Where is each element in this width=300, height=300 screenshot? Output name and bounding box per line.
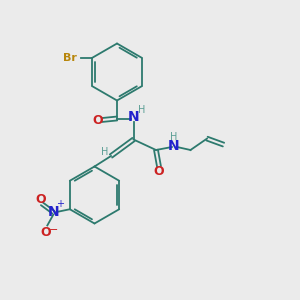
Text: H: H xyxy=(138,105,146,115)
Text: Br: Br xyxy=(63,53,77,63)
Text: H: H xyxy=(170,132,178,142)
Text: O: O xyxy=(40,226,51,239)
Text: O: O xyxy=(35,193,46,206)
Text: N: N xyxy=(168,139,180,152)
Text: O: O xyxy=(154,165,164,178)
Text: H: H xyxy=(101,147,109,158)
Text: +: + xyxy=(56,199,64,209)
Text: N: N xyxy=(47,205,59,219)
Text: N: N xyxy=(128,110,139,124)
Text: −: − xyxy=(49,225,58,235)
Text: O: O xyxy=(93,113,104,127)
